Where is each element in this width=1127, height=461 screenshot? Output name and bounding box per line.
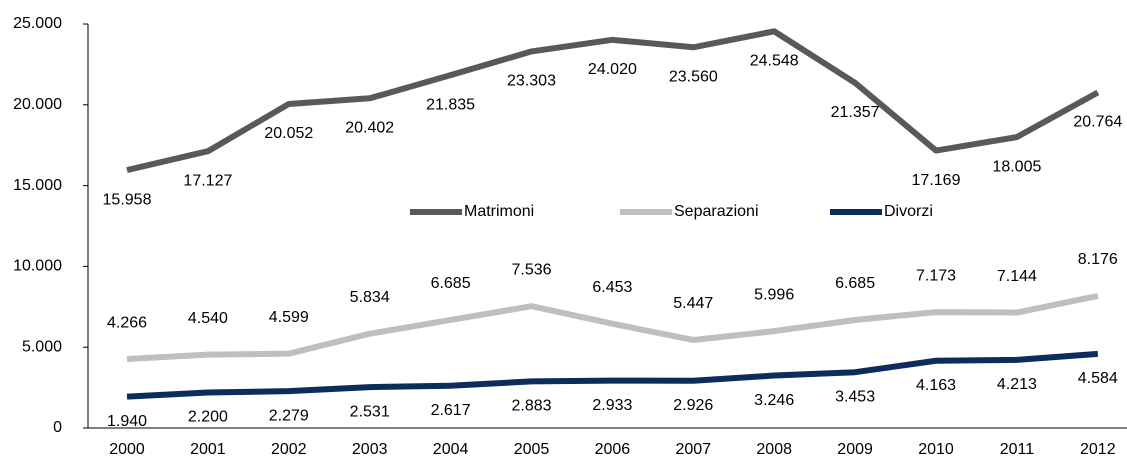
data-label: 4.540 [188, 310, 228, 327]
data-label: 2.279 [269, 407, 309, 424]
data-label: 18.005 [992, 158, 1041, 175]
data-label: 6.453 [592, 279, 632, 296]
data-label: 7.536 [511, 261, 551, 278]
data-label: 6.685 [835, 275, 875, 292]
data-label: 5.996 [754, 286, 794, 303]
series-line [126, 292, 1099, 363]
x-tick-label: 2011 [1000, 441, 1035, 458]
data-label: 8.176 [1078, 251, 1118, 268]
data-label: 6.685 [431, 275, 471, 292]
data-label: 20.764 [1073, 114, 1122, 131]
legend-label: Divorzi [884, 203, 933, 220]
y-tick-label: 25.000 [13, 15, 62, 32]
x-tick-label: 2006 [595, 441, 631, 458]
x-tick-label: 2003 [352, 441, 388, 458]
data-label: 20.052 [264, 125, 313, 142]
x-tick-label: 2004 [433, 441, 469, 458]
data-label: 15.958 [103, 191, 152, 208]
data-label: 24.548 [750, 53, 799, 70]
data-label: 23.303 [507, 73, 556, 90]
x-tick-label: 2005 [514, 441, 550, 458]
data-label: 17.127 [183, 172, 232, 189]
data-label: 21.835 [426, 96, 475, 113]
x-tick-label: 2010 [918, 441, 954, 458]
y-tick-label: 0 [53, 419, 62, 436]
data-label: 3.453 [835, 388, 875, 405]
data-label: 23.560 [669, 68, 718, 85]
x-tick-label: 2012 [1080, 441, 1116, 458]
legend-label: Matrimoni [464, 203, 534, 220]
y-tick-label: 15.000 [13, 177, 62, 194]
data-label: 2.883 [511, 398, 551, 415]
data-label: 2.531 [350, 403, 390, 420]
y-tick-label: 10.000 [13, 258, 62, 275]
data-label: 21.357 [831, 104, 880, 121]
data-label: 4.163 [916, 377, 956, 394]
data-label: 24.020 [588, 61, 637, 78]
data-label: 1.940 [107, 413, 147, 430]
data-label: 7.173 [916, 267, 956, 284]
x-tick-label: 2009 [837, 441, 873, 458]
y-tick-label: 5.000 [22, 338, 62, 355]
data-label: 20.402 [345, 120, 394, 137]
data-label: 2.200 [188, 409, 228, 426]
x-tick-label: 2008 [756, 441, 792, 458]
x-tick-label: 2001 [190, 441, 226, 458]
y-tick-label: 20.000 [13, 96, 62, 113]
data-label: 4.584 [1078, 370, 1118, 387]
data-label: 5.834 [350, 289, 390, 306]
data-label: 4.266 [107, 314, 147, 331]
data-label: 17.169 [912, 172, 961, 189]
data-label: 5.447 [673, 295, 713, 312]
data-label: 4.213 [997, 376, 1037, 393]
x-tick-label: 2007 [676, 441, 712, 458]
series-line [126, 350, 1099, 400]
series-line [126, 28, 1100, 174]
legend-label: Separazioni [674, 203, 759, 220]
data-label: 3.246 [754, 392, 794, 409]
data-label: 2.617 [431, 402, 471, 419]
x-tick-label: 2002 [271, 441, 307, 458]
data-label: 7.144 [997, 268, 1037, 285]
data-label: 4.599 [269, 309, 309, 326]
x-tick-label: 2000 [109, 441, 145, 458]
data-label: 2.933 [592, 397, 632, 414]
data-label: 2.926 [673, 397, 713, 414]
